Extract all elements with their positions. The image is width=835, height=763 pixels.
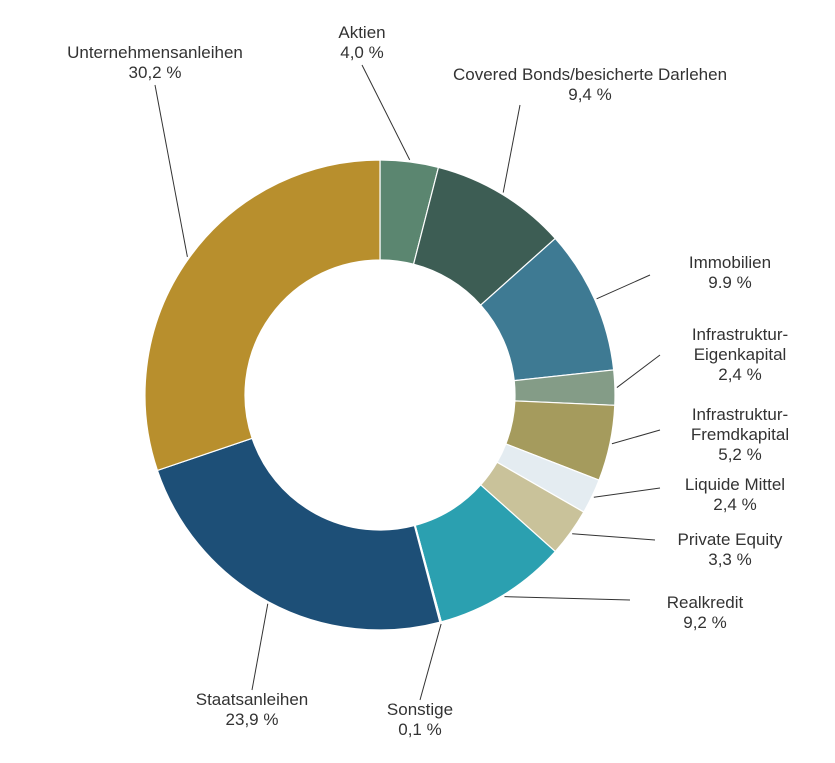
- slice-label-value: 30,2 %: [129, 63, 182, 82]
- slice-label-name: Infrastruktur-: [692, 405, 788, 424]
- slice-label-value: 23,9 %: [226, 710, 279, 729]
- slice-label-name: Eigenkapital: [694, 345, 787, 364]
- slice-label-value: 5,2 %: [718, 445, 761, 464]
- slice-label-name: Infrastruktur-: [692, 325, 788, 344]
- slice-label-name: Aktien: [338, 23, 385, 42]
- slice-label-value: 4,0 %: [340, 43, 383, 62]
- slice-label-value: 0,1 %: [398, 720, 441, 739]
- slice-label-value: 3,3 %: [708, 550, 751, 569]
- slice-label: Aktien4,0 %: [338, 23, 385, 62]
- slice-label-name: Sonstige: [387, 700, 453, 719]
- slice-label-value: 9.9 %: [708, 273, 751, 292]
- slice-label-name: Realkredit: [667, 593, 744, 612]
- slice-label-value: 9,4 %: [568, 85, 611, 104]
- slice-label-value: 2,4 %: [713, 495, 756, 514]
- slice-label-value: 2,4 %: [718, 365, 761, 384]
- slice-label-name: Covered Bonds/besicherte Darlehen: [453, 65, 727, 84]
- slice-label-name: Immobilien: [689, 253, 771, 272]
- slice-label-name: Private Equity: [678, 530, 783, 549]
- slice-label-name: Fremdkapital: [691, 425, 789, 444]
- slice-label-name: Unternehmensanleihen: [67, 43, 243, 62]
- slice-label-name: Liquide Mittel: [685, 475, 785, 494]
- slice-label-value: 9,2 %: [683, 613, 726, 632]
- slice-label-name: Staatsanleihen: [196, 690, 308, 709]
- donut-chart: Aktien4,0 % Covered Bonds/besicherte Darl…: [0, 0, 835, 763]
